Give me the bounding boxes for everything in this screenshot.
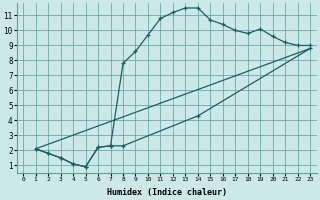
X-axis label: Humidex (Indice chaleur): Humidex (Indice chaleur): [107, 188, 227, 197]
